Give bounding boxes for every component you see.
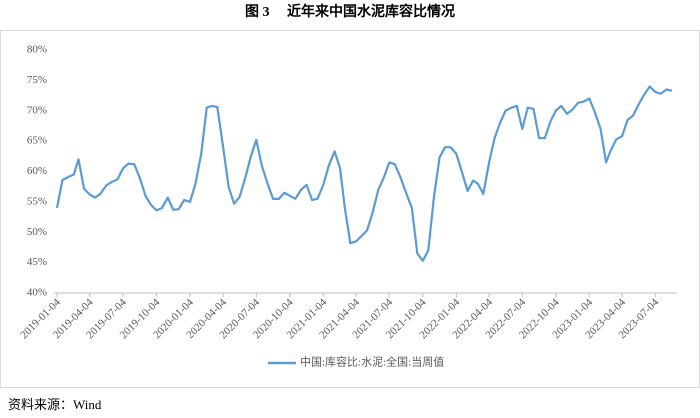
y-tick-label: 80% [27, 44, 47, 56]
y-tick-label: 40% [27, 287, 47, 299]
data-line [55, 85, 673, 262]
y-tick-label: 70% [27, 104, 47, 116]
y-tick-label: 50% [27, 226, 47, 238]
y-tick-label: 60% [27, 165, 47, 177]
source-note: 资料来源：Wind [8, 397, 102, 412]
y-tick-label: 75% [27, 74, 47, 86]
y-tick-label: 45% [27, 256, 47, 268]
legend-label: 中国:库容比:水泥:全国:当周值 [300, 355, 444, 369]
y-tick-label: 55% [27, 195, 47, 207]
y-tick-label: 65% [27, 135, 47, 147]
chart-title: 图 3 近年来中国水泥库容比情况 [245, 3, 455, 20]
